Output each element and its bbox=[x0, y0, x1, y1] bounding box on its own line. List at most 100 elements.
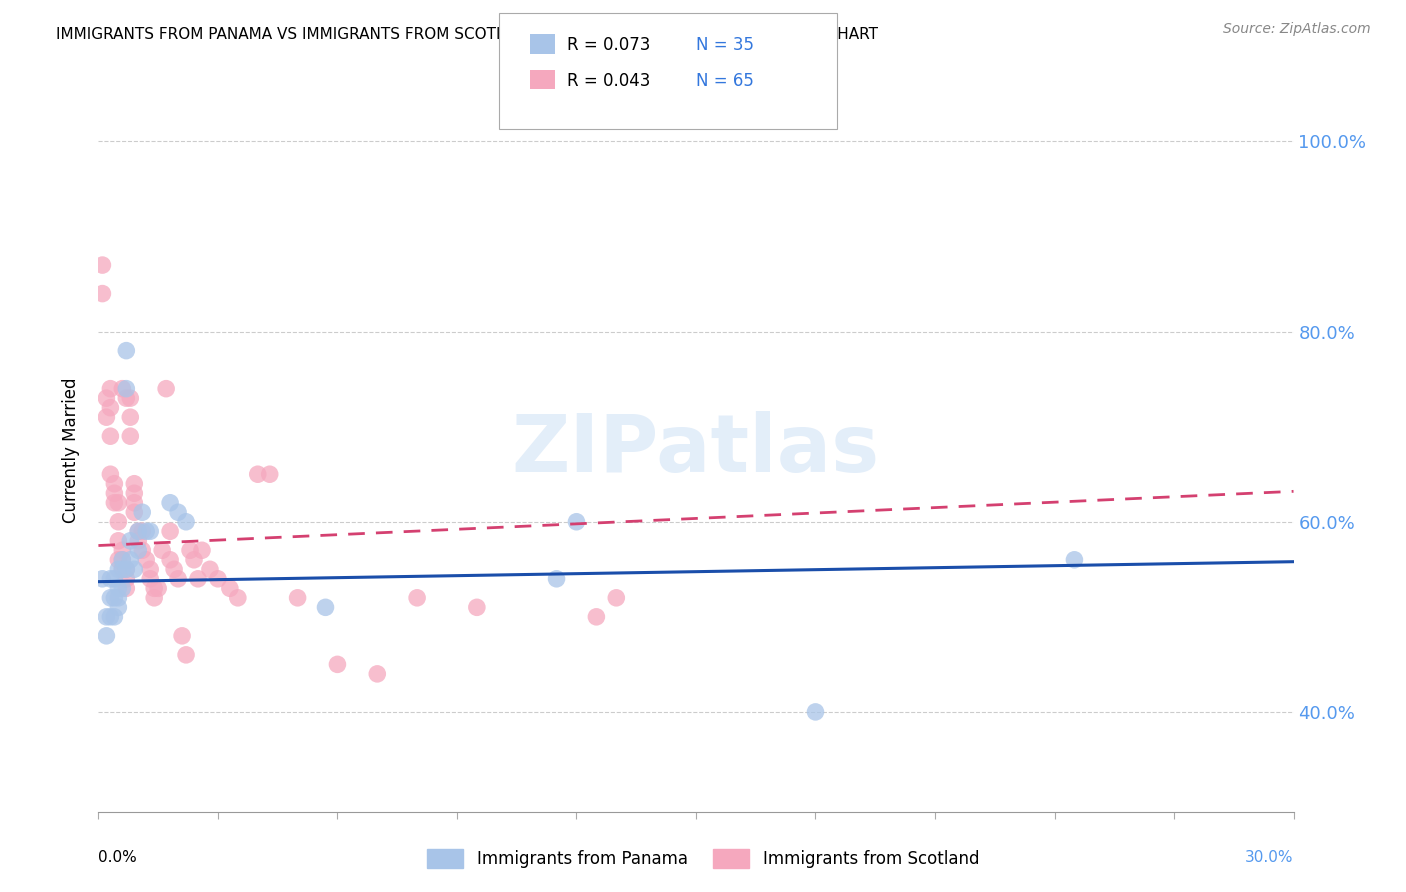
Point bbox=[148, 582, 170, 596]
Point bbox=[103, 572, 125, 586]
Point bbox=[120, 429, 142, 443]
Point bbox=[315, 600, 337, 615]
Point bbox=[207, 572, 229, 586]
Point bbox=[120, 553, 142, 567]
Point bbox=[226, 591, 249, 605]
Point bbox=[111, 562, 134, 576]
Point bbox=[107, 562, 129, 576]
Point bbox=[179, 543, 201, 558]
Point bbox=[98, 429, 122, 443]
Point bbox=[465, 600, 488, 615]
Point bbox=[111, 553, 134, 567]
Point bbox=[98, 572, 122, 586]
Point bbox=[163, 562, 186, 576]
Point bbox=[174, 515, 197, 529]
Point bbox=[150, 543, 173, 558]
Point bbox=[198, 562, 221, 576]
Point bbox=[111, 582, 134, 596]
Point bbox=[120, 391, 142, 405]
Point bbox=[326, 657, 349, 672]
Point bbox=[107, 600, 129, 615]
Text: N = 65: N = 65 bbox=[696, 72, 754, 90]
Text: N = 35: N = 35 bbox=[696, 37, 754, 54]
Point bbox=[139, 572, 162, 586]
Point bbox=[111, 553, 134, 567]
Text: 30.0%: 30.0% bbox=[1246, 850, 1294, 864]
Point bbox=[96, 391, 118, 405]
Point bbox=[96, 410, 118, 425]
Point bbox=[91, 286, 114, 301]
Point bbox=[159, 524, 181, 539]
Point bbox=[183, 553, 205, 567]
Point bbox=[107, 582, 129, 596]
Point bbox=[585, 610, 607, 624]
Point bbox=[107, 496, 129, 510]
Point bbox=[124, 562, 146, 576]
Point bbox=[143, 591, 166, 605]
Point bbox=[174, 648, 197, 662]
Point bbox=[98, 591, 122, 605]
Point bbox=[131, 524, 153, 539]
Text: 0.0%: 0.0% bbox=[98, 850, 138, 864]
Point bbox=[124, 496, 146, 510]
Point bbox=[135, 524, 157, 539]
Point bbox=[115, 562, 138, 576]
Point bbox=[103, 591, 125, 605]
Point bbox=[103, 610, 125, 624]
Point bbox=[159, 553, 181, 567]
Point bbox=[155, 382, 177, 396]
Point bbox=[103, 486, 125, 500]
Point bbox=[546, 572, 568, 586]
Point bbox=[115, 343, 138, 358]
Point bbox=[565, 515, 588, 529]
Point bbox=[172, 629, 194, 643]
Y-axis label: Currently Married: Currently Married bbox=[62, 377, 80, 524]
Point bbox=[167, 572, 190, 586]
Point bbox=[115, 562, 138, 576]
Point bbox=[111, 562, 134, 576]
Text: R = 0.073: R = 0.073 bbox=[567, 37, 650, 54]
Text: IMMIGRANTS FROM PANAMA VS IMMIGRANTS FROM SCOTLAND CURRENTLY MARRIED CORRELATION: IMMIGRANTS FROM PANAMA VS IMMIGRANTS FRO… bbox=[56, 27, 879, 42]
Point bbox=[107, 553, 129, 567]
Point bbox=[159, 496, 181, 510]
Point bbox=[187, 572, 209, 586]
Point bbox=[124, 505, 146, 519]
Point bbox=[115, 582, 138, 596]
Point bbox=[115, 391, 138, 405]
Point bbox=[167, 505, 190, 519]
Point bbox=[115, 572, 138, 586]
Point bbox=[91, 572, 114, 586]
Point bbox=[366, 666, 388, 681]
Point bbox=[139, 524, 162, 539]
Point bbox=[120, 410, 142, 425]
Point bbox=[107, 515, 129, 529]
Text: ZIPatlas: ZIPatlas bbox=[512, 411, 880, 490]
Point bbox=[91, 258, 114, 272]
Point bbox=[124, 476, 146, 491]
Point bbox=[1063, 553, 1085, 567]
Point bbox=[96, 610, 118, 624]
Point bbox=[135, 553, 157, 567]
Point bbox=[605, 591, 627, 605]
Point bbox=[111, 543, 134, 558]
Point bbox=[98, 610, 122, 624]
Point bbox=[124, 486, 146, 500]
Point bbox=[98, 467, 122, 482]
Point bbox=[219, 582, 242, 596]
Point bbox=[127, 533, 149, 548]
Point bbox=[406, 591, 429, 605]
Point bbox=[127, 543, 149, 558]
Point bbox=[191, 543, 214, 558]
Point bbox=[246, 467, 269, 482]
Point bbox=[127, 524, 149, 539]
Text: Source: ZipAtlas.com: Source: ZipAtlas.com bbox=[1223, 22, 1371, 37]
Point bbox=[111, 382, 134, 396]
Point bbox=[127, 524, 149, 539]
Point bbox=[96, 629, 118, 643]
Point bbox=[143, 582, 166, 596]
Point bbox=[107, 533, 129, 548]
Point bbox=[139, 562, 162, 576]
Point bbox=[103, 496, 125, 510]
Point bbox=[131, 505, 153, 519]
Point bbox=[259, 467, 281, 482]
